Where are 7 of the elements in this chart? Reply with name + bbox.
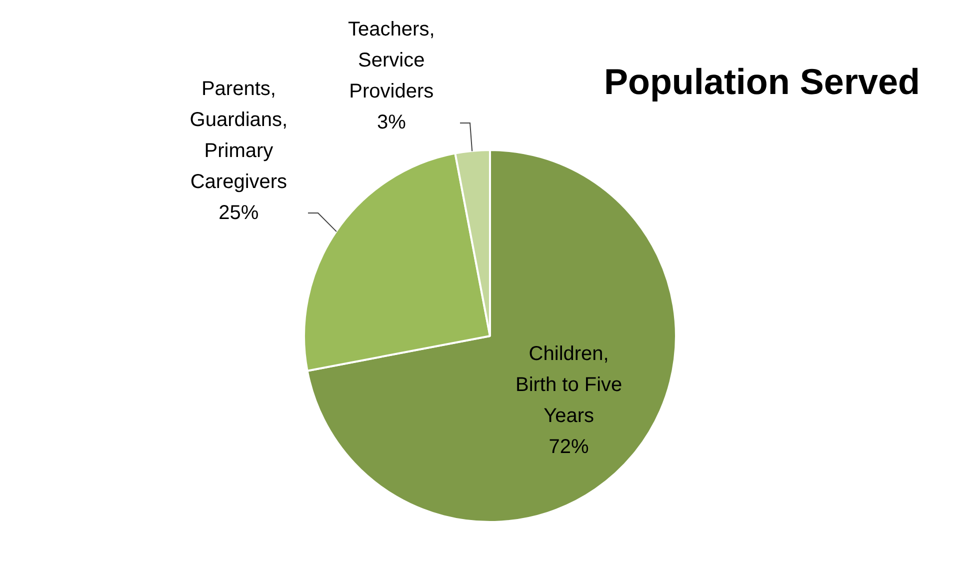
text: Population Served <box>604 60 920 102</box>
data-label: 72% <box>548 436 590 458</box>
data-label: 25% <box>218 202 259 224</box>
slice-label: Teachers, Service Providers <box>348 18 435 103</box>
slice-label: Parents, Guardians, Primary Caregivers <box>190 78 288 193</box>
slice-label: Children, Birth to Five Years <box>515 343 622 428</box>
data-label: 3% <box>376 112 406 134</box>
